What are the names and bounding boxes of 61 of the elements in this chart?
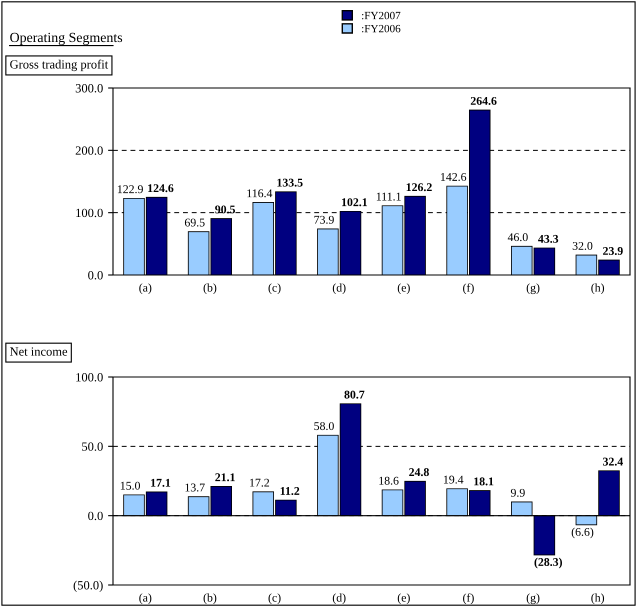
x-tick-label: (a) (139, 283, 152, 294)
y-tick-label: 50.0 (82, 442, 103, 451)
data-label: 122.9 (118, 185, 143, 194)
x-tick-label: (g) (526, 593, 540, 604)
data-label: 43.3 (538, 234, 558, 243)
data-label: 90.5 (215, 205, 236, 214)
data-label: 9.9 (510, 488, 525, 497)
data-label: 133.5 (277, 178, 303, 187)
data-label: 73.9 (314, 216, 334, 224)
chart-title: Gross trading profit (10, 60, 108, 72)
legend-label: :FY2006 (362, 24, 400, 32)
data-label: 17.2 (250, 478, 270, 487)
x-tick-label: (c) (268, 593, 281, 604)
x-tick-label: (h) (591, 593, 604, 604)
data-label: 58.0 (314, 422, 334, 430)
x-tick-label: (c) (268, 283, 281, 294)
x-tick-label: (h) (591, 283, 604, 294)
y-tick-label: 100.0 (76, 208, 103, 218)
x-tick-label: (g) (526, 283, 540, 294)
y-tick-label: 200.0 (76, 146, 103, 155)
data-label: 142.6 (441, 173, 466, 181)
data-label: 102.1 (342, 198, 368, 206)
data-label: 18.6 (379, 476, 399, 485)
x-tick-label: (f) (463, 283, 474, 294)
y-tick-label: 100.0 (76, 373, 103, 382)
data-label: 23.9 (603, 246, 623, 255)
data-label: 17.1 (151, 478, 170, 487)
data-label: 32.4 (602, 458, 623, 466)
y-tick-label: 300.0 (76, 84, 103, 93)
x-tick-label: (b) (204, 593, 216, 604)
data-label: 24.8 (409, 468, 429, 476)
y-tick-label: 0.0 (88, 512, 103, 520)
x-tick-label: (d) (332, 593, 346, 604)
x-tick-label: (d) (332, 283, 346, 294)
y-tick-label: (50.0) (74, 580, 103, 592)
chart-title: Net income (10, 347, 68, 356)
data-label: 80.7 (344, 390, 364, 399)
data-label: 116.4 (247, 189, 272, 198)
x-tick-label: (e) (398, 593, 410, 604)
x-tick-label: (b) (204, 283, 216, 294)
text: Operating Segments (10, 32, 122, 45)
data-label: 19.4 (444, 476, 464, 484)
x-tick-label: (e) (398, 283, 410, 294)
data-label: 46.0 (508, 233, 528, 242)
data-label: (6.6) (572, 528, 594, 538)
data-label: 13.7 (185, 484, 205, 492)
data-label: 124.6 (148, 184, 174, 192)
data-label: 111.1 (376, 192, 401, 201)
data-label: 21.1 (215, 473, 235, 482)
data-label: 126.2 (406, 183, 432, 192)
data-label: 69.5 (184, 218, 205, 227)
y-tick-label: 0.0 (88, 271, 103, 280)
data-label: 11.2 (280, 487, 300, 496)
data-label: (28.3) (534, 558, 562, 568)
data-label: 15.0 (120, 482, 140, 490)
legend-label: :FY2007 (362, 12, 400, 20)
x-tick-label: (a) (139, 593, 152, 604)
data-label: 18.1 (474, 477, 494, 486)
x-tick-label: (f) (463, 593, 474, 604)
data-label: 32.0 (572, 242, 592, 250)
data-label: 264.6 (470, 96, 497, 105)
